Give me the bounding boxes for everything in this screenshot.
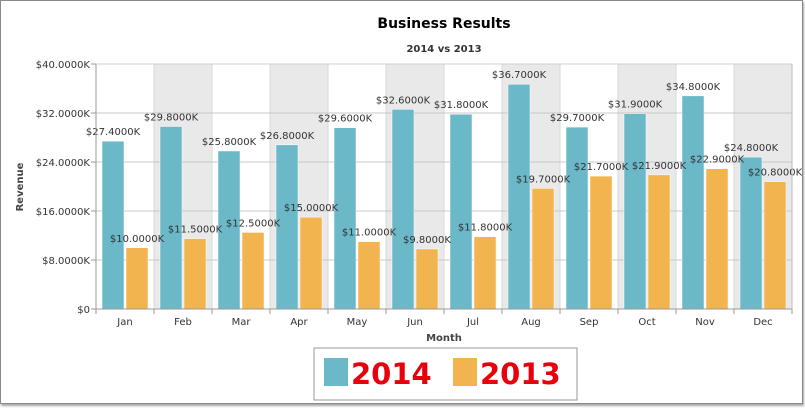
data-label-2014-mar: $25.8000K [202, 137, 257, 148]
x-tick-label: Dec [753, 317, 772, 328]
legend-box [313, 347, 578, 401]
data-label-2013-nov: $22.9000K [690, 155, 745, 166]
x-tick-label: May [347, 317, 368, 328]
legend-label-2014: 2014 [351, 357, 432, 391]
data-label-2013-aug: $19.7000K [516, 174, 571, 185]
bar-2013-jan [125, 247, 149, 310]
y-tick-label: $24.0000K [36, 158, 91, 169]
bar-2014-sep [565, 126, 589, 310]
data-label-2013-jul: $11.8000K [458, 223, 513, 234]
x-tick-label: Feb [174, 317, 192, 328]
data-label-2013-apr: $15.0000K [284, 203, 339, 214]
bar-2013-oct [647, 174, 671, 310]
bar-2014-jan [101, 140, 125, 310]
bar-2014-may [333, 127, 357, 310]
data-label-2013-jan: $10.0000K [110, 234, 165, 245]
y-tick-label: $16.0000K [36, 207, 91, 218]
bar-2013-mar [241, 232, 265, 310]
x-tick-label: Mar [232, 317, 252, 328]
x-tick-label: Apr [290, 317, 308, 328]
data-label-2013-sep: $21.7000K [574, 162, 629, 173]
x-tick-label: Jun [406, 317, 423, 328]
bars [101, 83, 787, 310]
data-label-2014-feb: $29.8000K [144, 112, 199, 123]
legend: 2014 2013 [313, 347, 578, 401]
x-axis-label: Month [426, 333, 462, 344]
x-tick-label: Jan [116, 317, 132, 328]
x-tick-label: Jul [466, 317, 479, 328]
data-label-2014-dec: $24.8000K [724, 143, 779, 154]
bar-2013-jul [473, 236, 497, 310]
data-labels: $27.4000K$29.8000K$25.8000K$26.8000K$29.… [86, 70, 803, 246]
y-tick-label: $40.0000K [36, 60, 91, 71]
data-label-2014-sep: $29.7000K [550, 113, 605, 124]
bar-2014-jun [391, 109, 415, 310]
data-label-2014-jan: $27.4000K [86, 127, 141, 138]
bar-2014-aug [507, 83, 531, 310]
data-label-2014-jul: $31.8000K [434, 100, 489, 111]
x-tick-label: Oct [638, 317, 655, 328]
x-tick-label: Nov [695, 317, 715, 328]
y-tick-label: $8.0000K [42, 256, 90, 267]
data-label-2014-nov: $34.8000K [666, 82, 721, 93]
bar-2013-sep [589, 175, 613, 310]
y-tick-label: $0 [77, 305, 90, 316]
bar-2014-dec [739, 156, 763, 310]
data-label-2013-dec: $20.8000K [748, 168, 803, 179]
data-label-2014-jun: $32.6000K [376, 95, 431, 106]
bar-2013-nov [705, 168, 729, 310]
x-tick-label: Sep [580, 317, 599, 328]
bar-2014-oct [623, 113, 647, 310]
legend-label-2013: 2013 [480, 357, 561, 391]
bar-2013-dec [763, 181, 787, 310]
bar-2013-aug [531, 188, 555, 310]
axes: $0 $8.0000K $16.0000K $24.0000K $32.0000K $40… [36, 60, 793, 328]
chart-title: Business Results [377, 16, 510, 32]
bar-2014-nov [681, 95, 705, 310]
legend-swatch-2013 [453, 358, 477, 386]
data-label-2013-may: $11.0000K [342, 228, 397, 239]
data-label-2014-apr: $26.8000K [260, 131, 315, 142]
data-label-2013-feb: $11.5000K [168, 225, 223, 236]
legend-swatch-2014 [324, 358, 348, 386]
data-label-2013-jun: $9.8000K [403, 235, 451, 246]
bar-2013-may [357, 241, 381, 310]
y-axis-label: Revenue [15, 162, 26, 211]
y-tick-label: $32.0000K [36, 109, 91, 120]
bar-2014-feb [159, 126, 183, 310]
bar-2013-feb [183, 238, 207, 310]
bar-2013-apr [299, 216, 323, 310]
data-label-2013-mar: $12.5000K [226, 218, 281, 229]
x-tick-label: Aug [521, 317, 541, 328]
bar-2014-jul [449, 113, 473, 310]
bar-2013-jun [415, 248, 439, 310]
data-label-2014-aug: $36.7000K [492, 70, 547, 81]
data-label-2013-oct: $21.9000K [632, 161, 687, 172]
chart-subtitle: 2014 vs 2013 [406, 44, 481, 55]
data-label-2014-may: $29.6000K [318, 114, 373, 125]
data-label-2014-oct: $31.9000K [608, 100, 663, 111]
